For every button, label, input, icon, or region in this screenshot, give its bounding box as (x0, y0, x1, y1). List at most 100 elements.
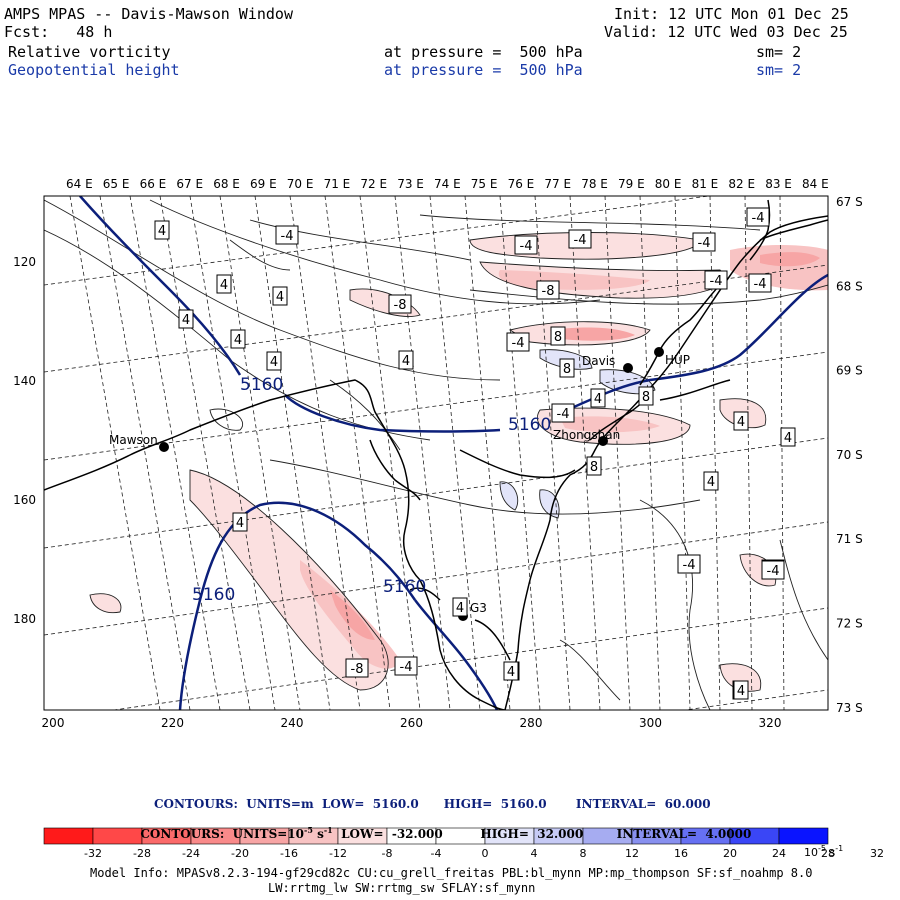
svg-text:8: 8 (554, 330, 562, 345)
latitude-label: 72 S (836, 617, 863, 631)
station-zhongshan: Zhongshan (553, 428, 620, 446)
colorbar-tick-label: -20 (231, 847, 249, 860)
latitude-labels: 67 S 68 S 69 S 70 S 71 S 72 S 73 S (836, 195, 863, 715)
svg-text:G3: G3 (470, 601, 487, 615)
longitude-label: 73 E (397, 177, 424, 191)
plot-title: AMPS MPAS -- Davis-Mawson Window (4, 5, 293, 23)
colorbar-tick-label: -12 (329, 847, 347, 860)
svg-text:4: 4 (220, 278, 228, 293)
x-axis-label: 200 (42, 716, 65, 730)
vorticity-label: -4 (275, 225, 299, 245)
longitude-label: 68 E (213, 177, 240, 191)
vorticity-label: -8 (536, 280, 560, 300)
colorbar-swatch (778, 827, 829, 845)
svg-text:-4: -4 (520, 239, 533, 254)
vorticity-label: 4 (780, 427, 796, 447)
colorbar-tick-label: 8 (580, 847, 587, 860)
colorbar-tick-label: -32 (84, 847, 102, 860)
colorbar-tick-label: 28 (821, 847, 835, 860)
height-contour-info: CONTOURS: UNITS=m LOW= 5160.0 HIGH= 5160… (154, 797, 711, 811)
svg-text:4: 4 (456, 601, 464, 616)
longitude-label: 69 E (250, 177, 277, 191)
valid-time: Valid: 12 UTC Wed 03 Dec 25 (604, 23, 848, 41)
longitude-label: 75 E (471, 177, 498, 191)
svg-text:-8: -8 (542, 284, 555, 299)
vorticity-label: 4 (178, 309, 194, 329)
x-axis-label: 240 (281, 716, 304, 730)
longitude-label: 71 E (324, 177, 351, 191)
height-contour-labels: 5160 5160 5160 5160 (192, 375, 551, 605)
latitude-label: 71 S (836, 532, 863, 546)
vorticity-label: 8 (550, 326, 566, 346)
model-info-line2: LW:rrtmg_lw SW:rrtmg_sw SFLAY:sf_mynn (268, 881, 536, 895)
latitude-label: 67 S (836, 195, 863, 209)
vorticity-label: 4 (154, 220, 170, 240)
svg-text:-4: -4 (710, 274, 723, 289)
svg-text:Davis: Davis (582, 354, 615, 368)
longitude-labels: 64 E 65 E 66 E 67 E 68 E 69 E 70 E 71 E 72 E 73 E… (66, 177, 829, 191)
vorticity-label: 8 (586, 456, 602, 476)
svg-text:4: 4 (270, 355, 278, 370)
colorbar-tick-label: -4 (431, 847, 442, 860)
svg-text:-8: -8 (394, 298, 407, 313)
svg-text:-4: -4 (698, 236, 711, 251)
vorticity-label: -4 (746, 207, 770, 227)
svg-text:-8: -8 (351, 662, 364, 677)
vorticity-label: 4 (266, 351, 282, 371)
longitude-label: 84 E (802, 177, 829, 191)
vorticity-label: -4 (692, 232, 716, 252)
x-axis-label: 280 (520, 716, 543, 730)
svg-text:8: 8 (642, 390, 650, 405)
plot-frame (43, 195, 829, 711)
map-plot-area: Mawson Davis Zhongshan HUP G3 (43, 195, 829, 711)
vorticity-label: 4 (230, 329, 246, 349)
vorticity-label: 8 (559, 358, 575, 378)
vorticity-label: 4 (216, 274, 232, 294)
longitude-label: 82 E (728, 177, 755, 191)
latitude-label: 70 S (836, 448, 863, 462)
colorbar-tick-label: 12 (625, 847, 639, 860)
vorticity-label: -8 (388, 294, 412, 314)
x-axis-label: 300 (639, 716, 662, 730)
model-info-line1: Model Info: MPASv8.2.3-194-gf29cd82c CU:… (90, 866, 813, 880)
longitude-label: 76 E (508, 177, 535, 191)
svg-text:-4: -4 (574, 233, 587, 248)
colorbar-units: 10-5 s-1 (804, 844, 843, 859)
vorticity-label: 4 (398, 350, 414, 370)
colorbar-tick-label: 4 (531, 847, 538, 860)
svg-text:Zhongshan: Zhongshan (553, 428, 620, 442)
vorticity-label: 4 (733, 680, 749, 700)
vorticity-label: -4 (506, 332, 530, 352)
vorticity-label: 4 (703, 471, 719, 491)
longitude-label: 67 E (176, 177, 203, 191)
vorticity-label: 4 (503, 661, 519, 681)
colorbar-tick-label: -16 (280, 847, 298, 860)
colorbar-tick-label: 0 (482, 847, 489, 860)
colorbar-tick-label: -24 (182, 847, 200, 860)
coastline (44, 199, 828, 710)
longitude-label: 79 E (618, 177, 645, 191)
height-label: 5160 (383, 577, 426, 597)
svg-text:4: 4 (182, 313, 190, 328)
colorbar-tick-label: -8 (382, 847, 393, 860)
vorticity-label: -4 (514, 235, 538, 255)
vorticity-label: -4 (761, 560, 785, 580)
field2-smoothing: sm= 2 (756, 61, 802, 79)
colorbar-tick-label: 32 (870, 847, 884, 860)
colorbar-tick-label: 20 (723, 847, 737, 860)
vorticity-label: -4 (394, 656, 418, 676)
y-axis-label: 140 (13, 374, 36, 388)
y-axis-label: 120 (13, 255, 36, 269)
longitude-label: 80 E (655, 177, 682, 191)
field2-name: Geopotential height (8, 61, 180, 79)
longitude-label: 72 E (360, 177, 387, 191)
station-davis: Davis (582, 354, 633, 373)
longitude-label: 81 E (692, 177, 719, 191)
svg-text:-4: -4 (281, 229, 294, 244)
svg-text:Mawson: Mawson (109, 433, 158, 447)
station-mawson: Mawson (109, 433, 169, 452)
longitude-label: 64 E (66, 177, 93, 191)
svg-text:4: 4 (236, 516, 244, 531)
x-axis-label: 320 (759, 716, 782, 730)
